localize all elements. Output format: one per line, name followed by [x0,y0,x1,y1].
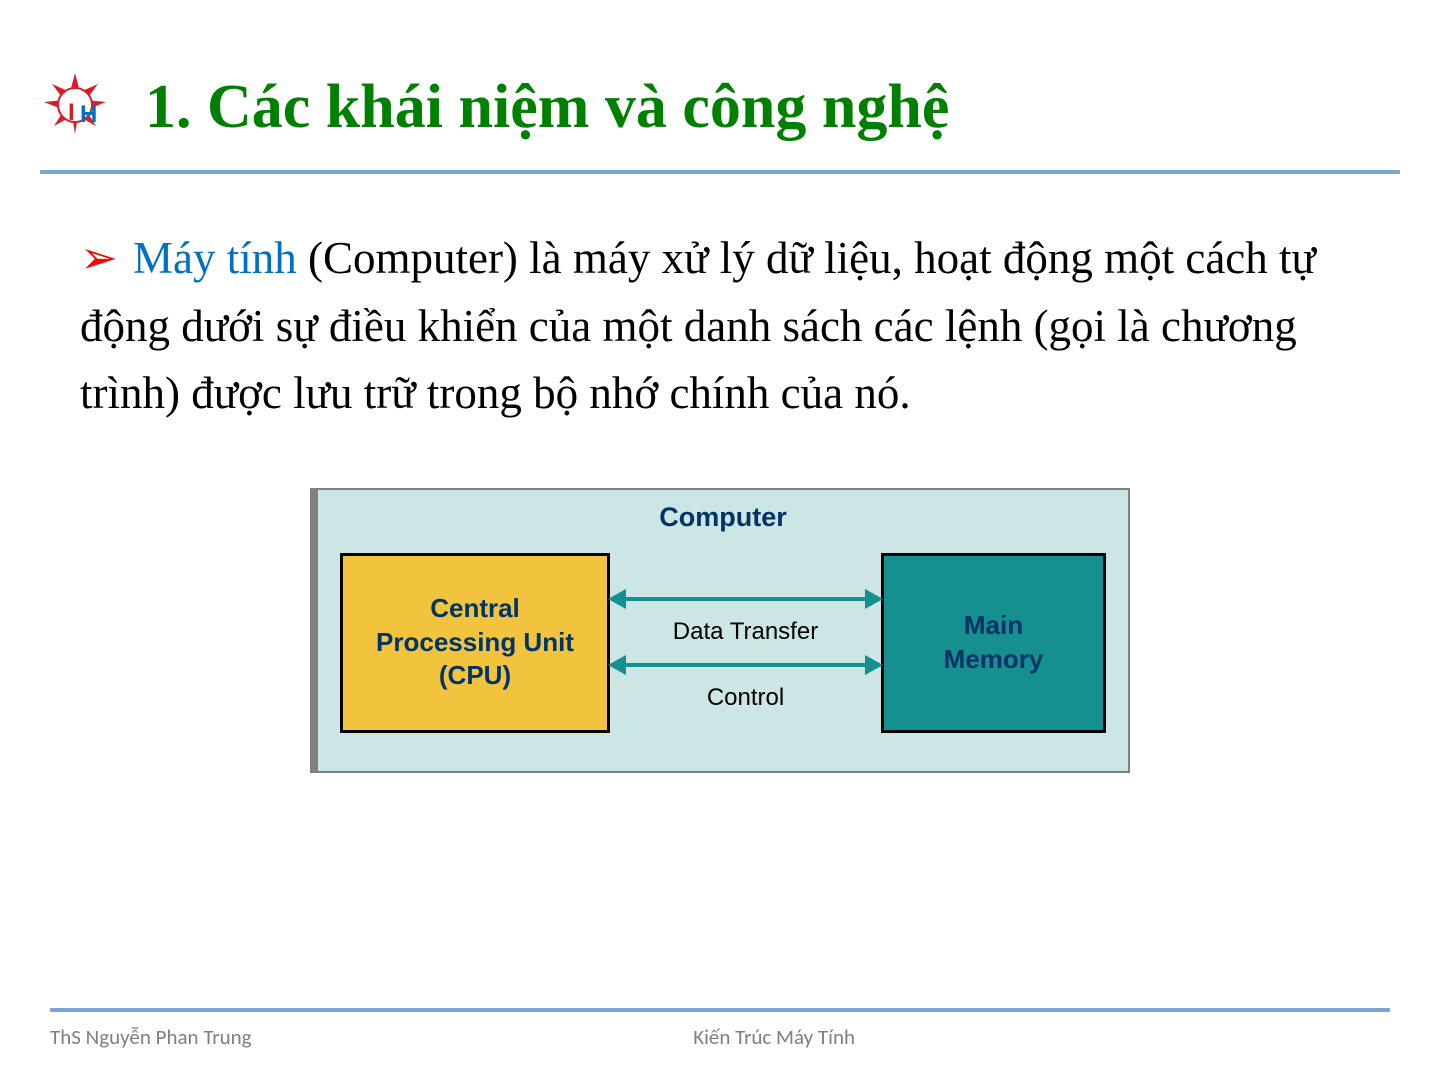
bullet-marker-icon: ➢ [80,232,118,283]
diagram-title: Computer [340,502,1106,533]
svg-text:I: I [68,99,75,126]
cpu-node: Central Processing Unit (CPU) [340,553,610,733]
footer-author: ThS Nguyễn Phan Trung [50,1024,693,1050]
definition-paragraph: ➢ Máy tính (Computer) là máy xử lý dữ li… [80,224,1360,428]
footer-divider [50,1008,1390,1012]
slide-title: 1. Các khái niệm và công nghệ [145,72,949,143]
logo: I H [30,70,120,145]
control-label: Control [707,684,784,712]
svg-text:H: H [80,101,97,128]
data-transfer-label: Data Transfer [673,618,818,646]
computer-diagram: Computer Central Processing Unit (CPU) D… [310,488,1130,773]
cpu-label: Central Processing Unit (CPU) [376,592,574,693]
arrow-bottom [610,650,881,680]
memory-node: Main Memory [881,553,1106,733]
term-highlight: Máy tính [133,233,297,283]
footer-course: Kiến Trúc Máy Tính [693,1024,855,1050]
arrow-top [610,584,881,614]
diagram-connector: Data Transfer Control [610,553,881,743]
memory-label: Main Memory [944,609,1044,677]
